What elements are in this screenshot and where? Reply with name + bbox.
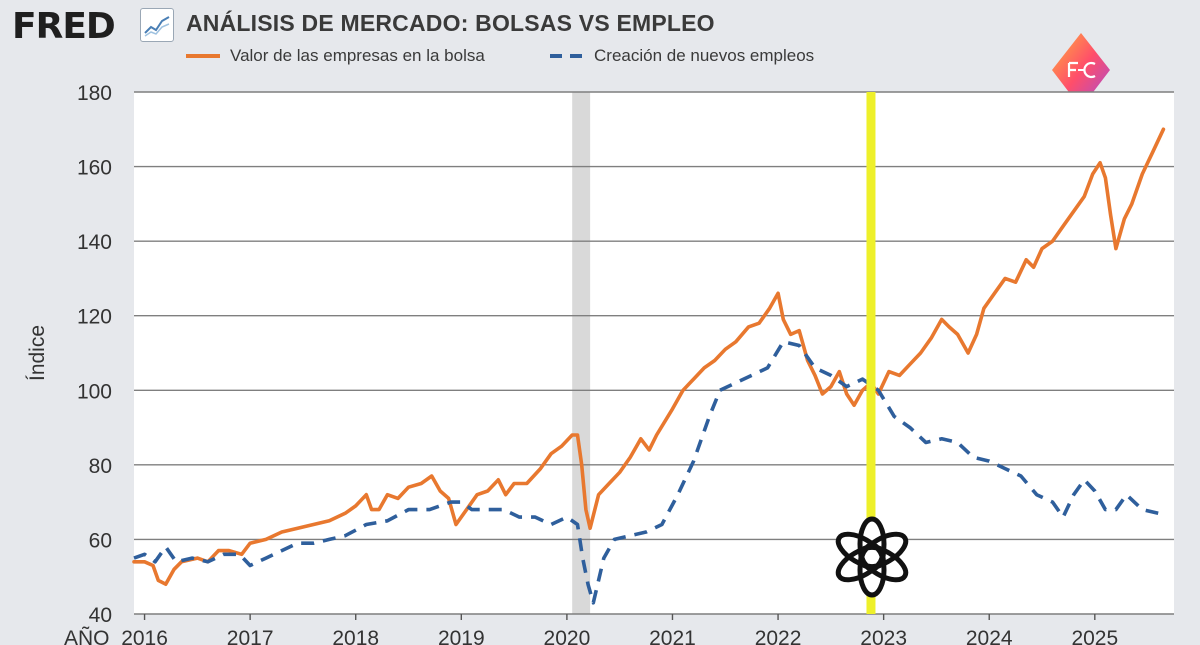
fred-logo: FRED xyxy=(12,6,116,47)
y-tick-label: 60 xyxy=(89,529,112,552)
x-tick-label: 2023 xyxy=(860,627,907,645)
legend-label-stock: Valor de las empresas en la bolsa xyxy=(230,46,485,65)
series-line-stock xyxy=(132,127,1166,586)
fc-diamond-logo-icon xyxy=(1050,30,1112,112)
series-line-employment xyxy=(133,340,1159,605)
chart-title: ANÁLISIS DE MERCADO: BOLSAS VS EMPLEO xyxy=(186,10,715,36)
openai-knot-logo xyxy=(834,516,910,598)
x-tick-label: 2016 xyxy=(121,627,168,645)
legend-label-employment: Creación de nuevos empleos xyxy=(594,46,815,65)
x-axis-label: AÑO xyxy=(64,626,110,645)
y-tick-label: 120 xyxy=(77,306,112,329)
x-tick-label: 2019 xyxy=(438,627,485,645)
x-tick-label: 2024 xyxy=(966,627,1013,645)
legend-swatch-stock xyxy=(186,54,220,58)
trend-line-icon xyxy=(140,8,174,42)
y-tick-label: 80 xyxy=(89,455,112,478)
x-tick-label: 2020 xyxy=(544,627,591,645)
chart-header: FRED ANÁLISIS DE MERCADO: BOLSAS VS EMPL… xyxy=(0,0,1200,108)
y-tick-label: 100 xyxy=(77,380,112,403)
x-tick-label: 2022 xyxy=(755,627,802,645)
y-tick-label: 140 xyxy=(77,231,112,254)
legend-swatch-employment xyxy=(550,54,584,58)
x-tick-label: 2017 xyxy=(227,627,274,645)
x-tick-label: 2025 xyxy=(1071,627,1118,645)
x-tick-label: 2021 xyxy=(649,627,696,645)
x-tick-label: 2018 xyxy=(332,627,379,645)
plot-area xyxy=(134,92,1174,614)
openai-logo-petal xyxy=(835,531,886,570)
openai-logo-backdrop xyxy=(834,519,910,595)
recession-band xyxy=(572,92,591,614)
y-axis-label: Índice xyxy=(26,325,49,381)
y-tick-label: 160 xyxy=(77,157,112,180)
y-tick-label: 40 xyxy=(89,604,112,627)
y-tick-label: 180 xyxy=(77,82,112,105)
